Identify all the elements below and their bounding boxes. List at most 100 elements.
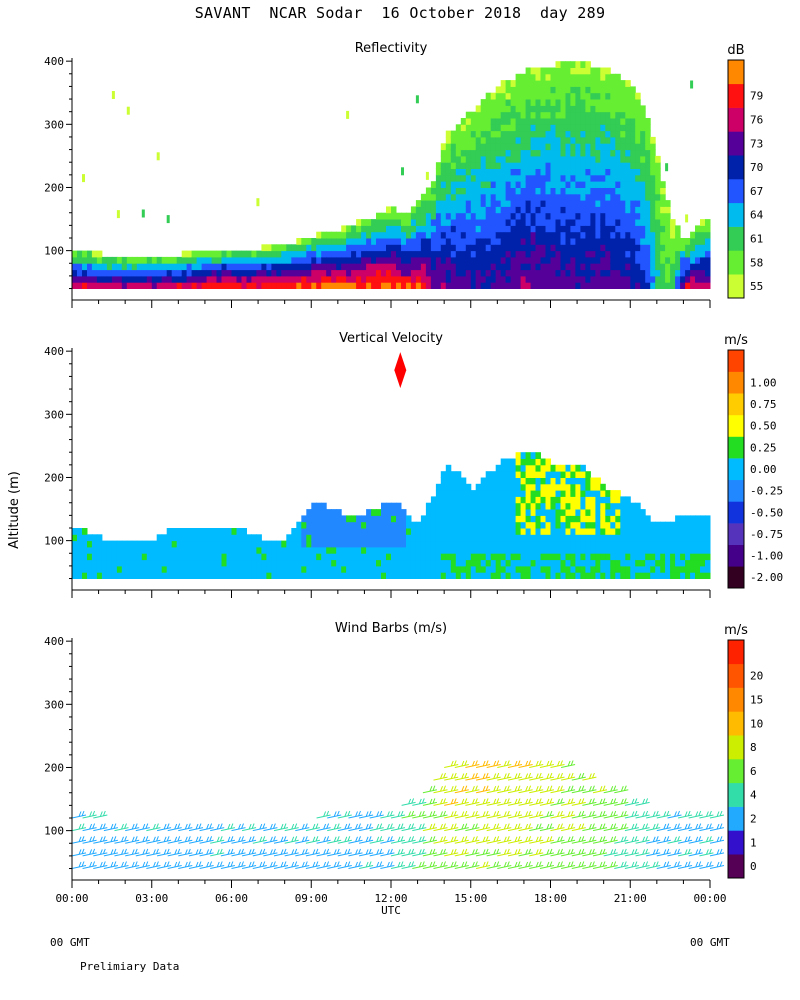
velocity-cell — [296, 553, 302, 561]
reflectivity-cell — [640, 212, 646, 220]
reflectivity-cell — [580, 263, 586, 271]
velocity-cell — [540, 528, 546, 535]
wind-barb — [327, 810, 342, 819]
wind-barb — [709, 861, 725, 869]
velocity-cell — [271, 559, 277, 567]
velocity-cell — [680, 540, 686, 548]
velocity-cell — [311, 565, 317, 573]
velocity-cell — [570, 471, 576, 478]
colorbar-swatch — [728, 83, 744, 108]
reflectivity-cell — [201, 263, 208, 271]
reflectivity-cell — [361, 250, 367, 258]
reflectivity-cell — [545, 263, 551, 271]
velocity-cell — [191, 572, 198, 579]
reflectivity-cell — [425, 206, 432, 214]
reflectivity-cell — [251, 282, 257, 289]
velocity-cell — [485, 534, 492, 542]
reflectivity-cell — [565, 73, 571, 81]
reflectivity-cell — [296, 275, 302, 283]
reflectivity-cell — [201, 275, 208, 283]
velocity-cell — [690, 546, 696, 554]
velocity-cell — [570, 502, 576, 510]
x-tick-label: 06:00 — [215, 892, 248, 905]
reflectivity-cell — [226, 256, 232, 264]
reflectivity-cell — [580, 256, 586, 264]
reflectivity-cell — [520, 225, 527, 233]
velocity-cell — [445, 464, 452, 472]
reflectivity-cell — [271, 250, 277, 258]
velocity-cell — [286, 572, 292, 579]
velocity-cell — [555, 477, 561, 485]
velocity-cell — [301, 546, 307, 554]
reflectivity-cell — [550, 149, 556, 157]
reflectivity-cell — [630, 168, 636, 176]
reflectivity-cell — [570, 67, 576, 75]
velocity-cell — [615, 565, 621, 573]
velocity-cell — [316, 521, 322, 529]
wind-barb — [433, 823, 448, 832]
reflectivity-cell — [126, 269, 133, 277]
colorbar-label: 79 — [750, 90, 763, 103]
reflectivity-cell — [670, 269, 676, 277]
velocity-cell — [371, 509, 377, 516]
velocity-cell — [191, 528, 198, 535]
wind-barb — [295, 848, 310, 857]
reflectivity-cell — [435, 282, 442, 289]
velocity-cell — [645, 540, 651, 548]
velocity-cell — [306, 528, 312, 535]
velocity-cell — [505, 521, 512, 529]
velocity-cell — [570, 509, 576, 516]
reflectivity-cell — [460, 244, 467, 252]
reflectivity-cell — [700, 256, 706, 264]
reflectivity-cell — [510, 212, 517, 220]
reflectivity-cell — [570, 212, 576, 220]
reflectivity-cell — [460, 149, 467, 157]
velocity-cell — [401, 540, 407, 548]
reflectivity-cell — [336, 256, 342, 264]
reflectivity-cell — [510, 130, 517, 138]
reflectivity-cell — [440, 187, 447, 195]
reflectivity-cell — [445, 162, 452, 169]
wind-barb — [444, 785, 459, 794]
reflectivity-cell — [241, 282, 247, 289]
velocity-cell — [455, 483, 462, 491]
reflectivity-cell — [435, 231, 442, 239]
reflectivity-cell — [570, 73, 576, 81]
reflectivity-cell — [640, 219, 646, 226]
velocity-cell — [625, 496, 631, 504]
reflectivity-cell — [535, 269, 541, 277]
wind-barb — [316, 823, 331, 832]
velocity-cell — [455, 521, 462, 529]
reflectivity-cell — [680, 250, 686, 258]
reflectivity-cell — [690, 256, 696, 264]
velocity-cell — [221, 534, 227, 542]
reflectivity-cell — [590, 238, 596, 245]
reflectivity-cell — [306, 269, 312, 277]
velocity-cell — [565, 534, 571, 542]
wind-barb — [475, 798, 491, 806]
reflectivity-cell — [425, 200, 432, 207]
reflectivity-cell — [221, 263, 227, 271]
velocity-cell — [91, 559, 98, 567]
reflectivity-cell — [286, 250, 292, 258]
reflectivity-cell — [500, 212, 507, 220]
reflectivity-cell — [630, 124, 636, 132]
velocity-cell — [615, 559, 621, 567]
velocity-cell — [460, 496, 467, 504]
reflectivity-cell — [565, 143, 571, 151]
velocity-cell — [595, 515, 601, 523]
reflectivity-cell — [406, 219, 412, 226]
reflectivity-cell — [371, 250, 377, 258]
reflectivity-cell — [475, 244, 482, 252]
velocity-cell — [460, 553, 467, 561]
velocity-cell — [565, 540, 571, 548]
reflectivity-cell — [545, 92, 551, 100]
velocity-cell — [525, 559, 532, 567]
reflectivity-cell — [590, 130, 596, 138]
reflectivity-cell — [555, 269, 561, 277]
reflectivity-cell — [610, 143, 616, 151]
velocity-cell — [435, 559, 442, 567]
velocity-cell — [510, 490, 517, 497]
reflectivity-cell — [425, 187, 432, 195]
reflectivity-cell — [500, 111, 507, 119]
